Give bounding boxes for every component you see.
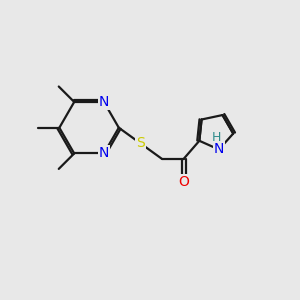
Text: H: H — [212, 130, 221, 143]
Text: S: S — [136, 136, 145, 150]
Text: N: N — [214, 142, 224, 157]
Text: O: O — [178, 175, 189, 189]
Text: N: N — [99, 146, 109, 161]
Text: N: N — [99, 95, 109, 109]
